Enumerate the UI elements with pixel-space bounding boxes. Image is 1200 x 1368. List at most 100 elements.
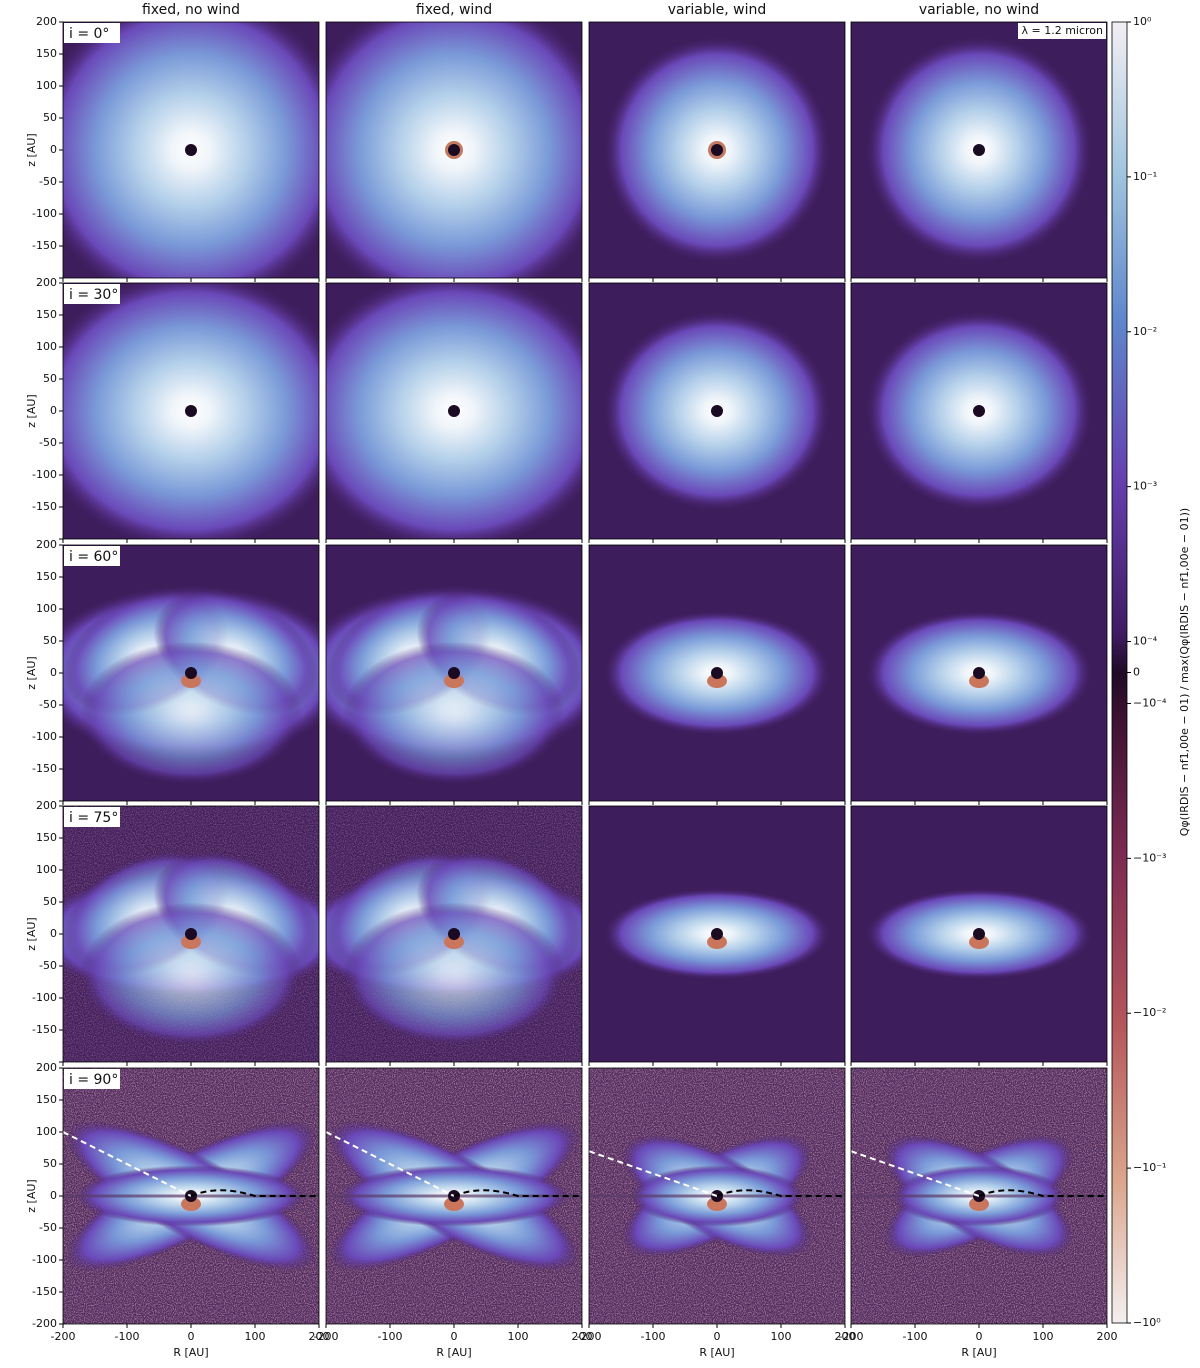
colorbar-tick-label: −10⁻³ <box>1133 851 1166 864</box>
y-tick-label: 0 <box>50 927 57 940</box>
x-axis-label: R [AU] <box>173 1346 208 1359</box>
panel-image <box>326 806 582 1062</box>
panel <box>325 544 583 802</box>
panel-image <box>851 1068 1107 1324</box>
shadow-blob <box>707 674 727 688</box>
panel <box>588 544 846 802</box>
dashed-white <box>326 1131 455 1197</box>
shadow-blob <box>969 1197 989 1211</box>
dashed-black <box>716 1189 845 1197</box>
dashed-white <box>63 1131 192 1197</box>
inner-hole <box>185 144 197 156</box>
panel <box>850 1067 1108 1325</box>
panel <box>850 21 1108 279</box>
panel <box>325 805 583 1063</box>
panel <box>325 21 583 279</box>
row-label: i = 30° <box>69 287 118 303</box>
y-tick-label: -100 <box>32 991 57 1004</box>
annotation: λ = 1.2 micron <box>1021 24 1103 37</box>
y-axis-label: z [AU] <box>25 133 38 166</box>
panel <box>588 1067 846 1325</box>
shadow-blob <box>444 1197 464 1211</box>
y-tick-label: 50 <box>43 372 57 385</box>
inner-hole <box>185 405 197 417</box>
y-axis-label: z [AU] <box>25 917 38 950</box>
colorbar <box>1111 21 1128 1324</box>
panel <box>325 282 583 540</box>
panel <box>62 805 320 1063</box>
x-tick-label: -200 <box>839 1330 864 1343</box>
panel <box>325 1067 583 1325</box>
inner-hole <box>711 405 723 417</box>
annotation-box <box>1018 23 1106 39</box>
inner-hole <box>448 144 460 156</box>
y-tick-label: 200 <box>36 538 57 551</box>
y-axis-label: z [AU] <box>25 656 38 689</box>
dashed-black <box>978 1189 1107 1197</box>
colorbar-tick-label: 10⁻² <box>1133 325 1157 338</box>
y-tick-label: -100 <box>32 468 57 481</box>
y-tick-label: 100 <box>36 863 57 876</box>
row-label-box <box>64 284 120 304</box>
column-title: variable, wind <box>668 2 766 18</box>
shadow-blob <box>181 674 201 688</box>
shadow-blob <box>707 935 727 949</box>
inner-hole <box>448 667 460 679</box>
panel-image <box>851 283 1107 539</box>
panel-image <box>589 1068 845 1324</box>
x-tick-label: 100 <box>1033 1330 1054 1343</box>
lower-glow <box>342 641 566 785</box>
dashed-white <box>851 1150 980 1197</box>
row-label-box <box>64 546 120 566</box>
x-tick-label: 200 <box>572 1330 593 1343</box>
y-tick-label: 50 <box>43 111 57 124</box>
y-tick-label: 100 <box>36 602 57 615</box>
shadow-blob <box>444 674 464 688</box>
y-tick-label: 50 <box>43 634 57 647</box>
row-label-box <box>64 1069 120 1089</box>
shadow-blob <box>444 935 464 949</box>
inner-hole <box>185 928 197 940</box>
y-tick-label: -50 <box>39 436 57 449</box>
panel <box>850 282 1108 540</box>
y-tick-label: -50 <box>39 175 57 188</box>
column-title: fixed, no wind <box>142 2 240 18</box>
x-axis-label: R [AU] <box>436 1346 471 1359</box>
x-tick-label: 200 <box>309 1330 330 1343</box>
panel-image <box>851 22 1107 278</box>
x-tick-label: 100 <box>771 1330 792 1343</box>
panel-image <box>589 545 845 801</box>
y-tick-label: -200 <box>32 1317 57 1330</box>
inner-hole <box>448 928 460 940</box>
panel-image <box>63 1068 319 1324</box>
x-axis-label: R [AU] <box>699 1346 734 1359</box>
colorbar-tick-label: 10⁻³ <box>1133 480 1157 493</box>
inner-hole <box>185 667 197 679</box>
panel-image <box>63 545 319 801</box>
x-tick-label: -200 <box>51 1330 76 1343</box>
panel-image <box>63 283 319 539</box>
colorbar-tick-label: 0 <box>1133 666 1140 679</box>
x-tick-label: 0 <box>188 1330 195 1343</box>
y-tick-label: 0 <box>50 666 57 679</box>
y-tick-label: -150 <box>32 1023 57 1036</box>
panel-image <box>63 22 319 278</box>
column-title: fixed, wind <box>416 2 492 18</box>
y-axis-label: z [AU] <box>25 394 38 427</box>
y-tick-label: 0 <box>50 404 57 417</box>
panel-image <box>851 806 1107 1062</box>
y-tick-label: 150 <box>36 47 57 60</box>
x-tick-label: -200 <box>577 1330 602 1343</box>
y-tick-label: -50 <box>39 1221 57 1234</box>
x-tick-label: -100 <box>115 1330 140 1343</box>
inner-hole <box>711 144 723 156</box>
y-tick-label: 200 <box>36 799 57 812</box>
panel-image <box>589 283 845 539</box>
row-label: i = 90° <box>69 1072 118 1088</box>
x-tick-label: -100 <box>903 1330 928 1343</box>
y-tick-label: -50 <box>39 698 57 711</box>
y-tick-label: 100 <box>36 1125 57 1138</box>
column-title: variable, no wind <box>919 2 1039 18</box>
x-axis-label: R [AU] <box>961 1346 996 1359</box>
